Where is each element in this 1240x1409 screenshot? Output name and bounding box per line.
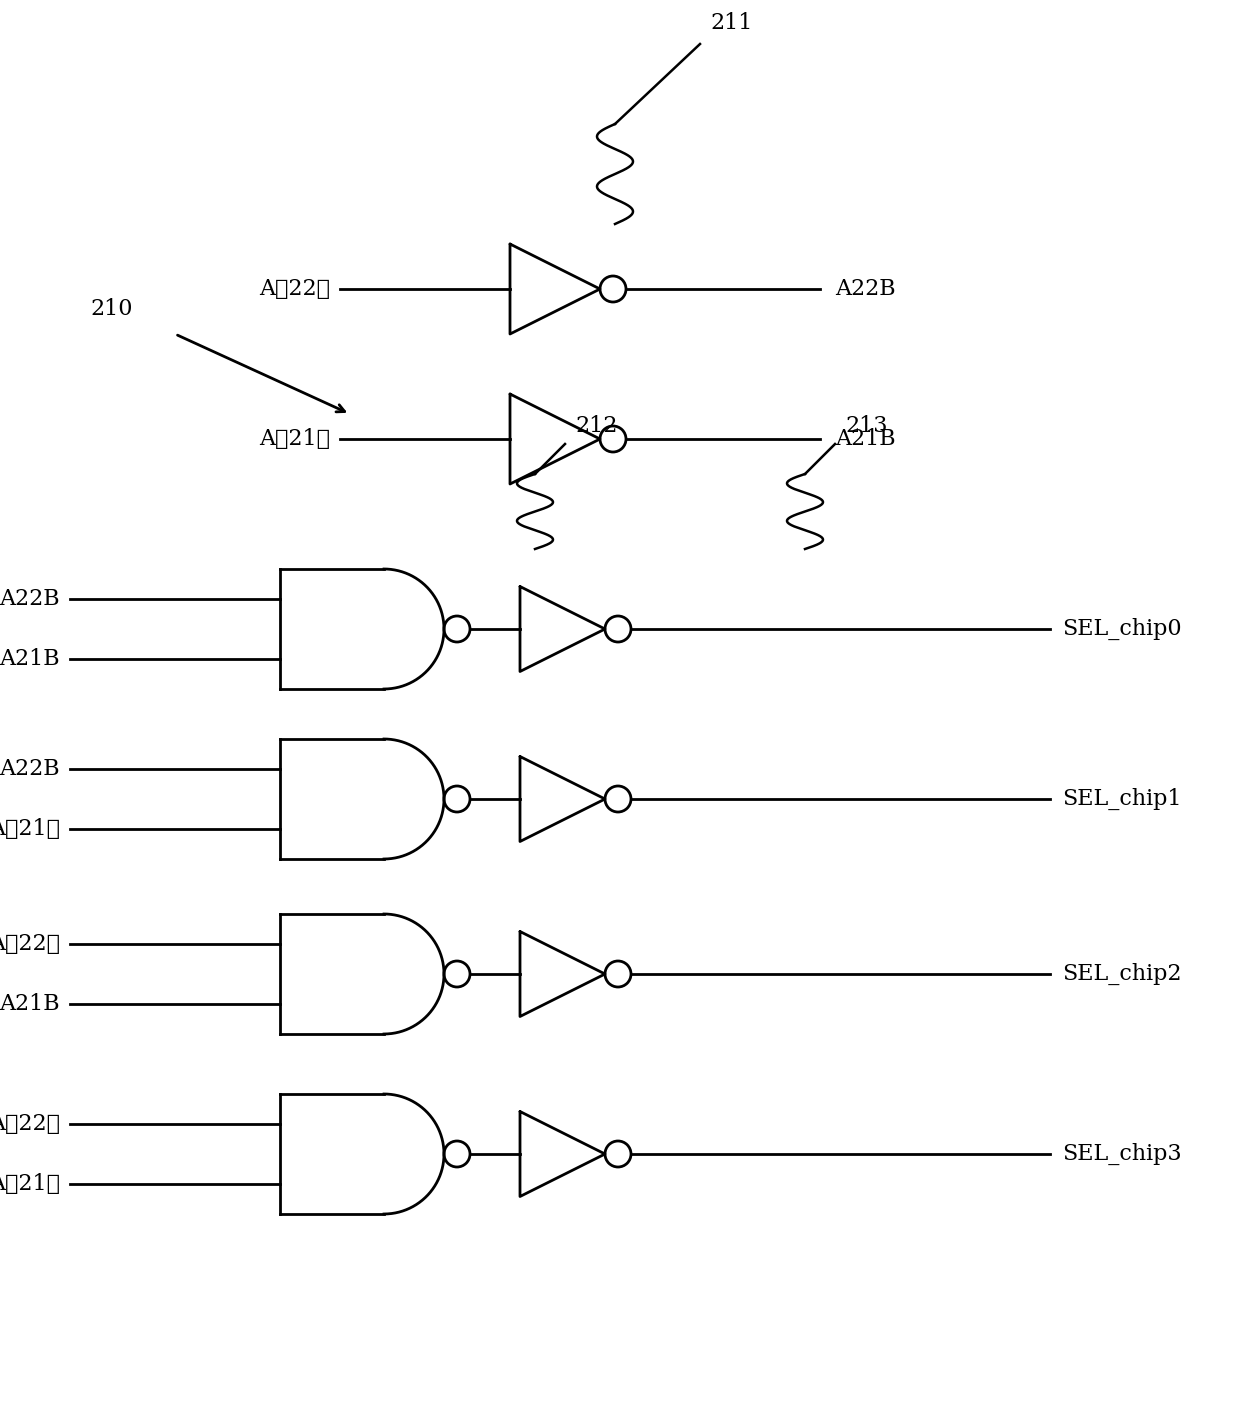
Text: A〈21〉: A〈21〉: [0, 819, 60, 840]
Text: A〈21〉: A〈21〉: [259, 428, 330, 449]
Text: A21B: A21B: [0, 993, 60, 1014]
Text: A22B: A22B: [835, 278, 895, 300]
Text: 212: 212: [575, 416, 618, 437]
Text: A22B: A22B: [0, 758, 60, 781]
Text: SEL_chip3: SEL_chip3: [1061, 1143, 1182, 1165]
Text: A〈22〉: A〈22〉: [0, 933, 60, 955]
Text: A22B: A22B: [0, 588, 60, 610]
Text: A21B: A21B: [835, 428, 895, 449]
Text: A〈22〉: A〈22〉: [0, 1113, 60, 1136]
Text: 211: 211: [711, 13, 753, 34]
Text: SEL_chip0: SEL_chip0: [1061, 619, 1182, 640]
Text: A21B: A21B: [0, 648, 60, 671]
Text: 213: 213: [844, 416, 888, 437]
Text: SEL_chip1: SEL_chip1: [1061, 788, 1182, 810]
Text: SEL_chip2: SEL_chip2: [1061, 962, 1182, 985]
Text: A〈21〉: A〈21〉: [0, 1174, 60, 1195]
Text: 210: 210: [91, 297, 133, 320]
Text: A〈22〉: A〈22〉: [259, 278, 330, 300]
